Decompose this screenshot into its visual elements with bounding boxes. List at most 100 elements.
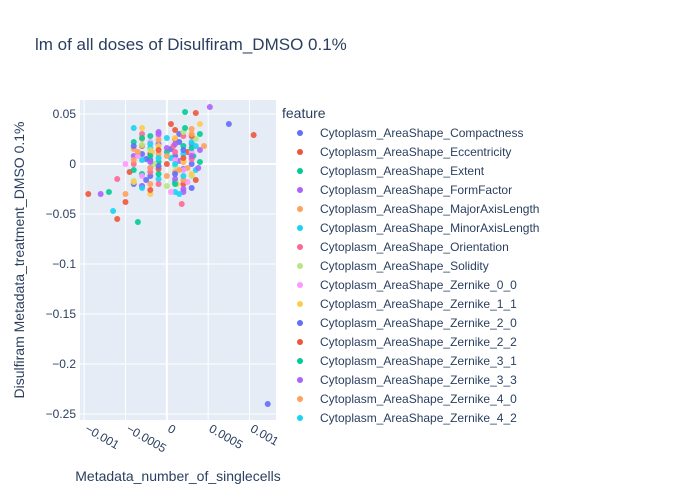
data-point[interactable]	[147, 153, 154, 159]
data-point[interactable]	[155, 155, 162, 161]
legend-item[interactable]: Cytoplasm_AreaShape_Zernike_1_1	[297, 297, 517, 311]
data-point[interactable]	[196, 131, 203, 137]
data-point[interactable]	[139, 142, 146, 148]
data-point[interactable]	[114, 216, 121, 222]
data-point[interactable]	[163, 145, 170, 151]
data-point[interactable]	[134, 219, 141, 225]
legend-item[interactable]: Cytoplasm_AreaShape_Eccentricity	[297, 145, 511, 159]
data-point[interactable]	[188, 126, 195, 132]
data-point[interactable]	[172, 141, 179, 147]
data-point[interactable]	[147, 141, 154, 147]
legend-item[interactable]: Cytoplasm_AreaShape_Zernike_3_3	[297, 373, 517, 387]
data-point[interactable]	[201, 143, 208, 149]
data-point[interactable]	[206, 104, 213, 110]
plot-area[interactable]	[80, 100, 276, 420]
data-point[interactable]	[122, 199, 129, 205]
data-point[interactable]	[172, 161, 179, 167]
data-point[interactable]	[264, 401, 271, 407]
data-point[interactable]	[188, 161, 195, 167]
data-point[interactable]	[180, 167, 187, 173]
data-point[interactable]	[188, 171, 195, 177]
legend-item[interactable]: Cytoplasm_AreaShape_Zernike_4_2	[297, 411, 517, 425]
data-point[interactable]	[163, 153, 170, 159]
data-point[interactable]	[110, 208, 117, 214]
data-point[interactable]	[155, 147, 162, 153]
data-point[interactable]	[172, 176, 179, 182]
data-point[interactable]	[139, 173, 146, 179]
data-point[interactable]	[130, 125, 137, 131]
data-point[interactable]	[139, 125, 146, 131]
data-point[interactable]	[176, 191, 183, 197]
data-point[interactable]	[105, 189, 112, 195]
data-point[interactable]	[139, 185, 146, 191]
legend-item[interactable]: Cytoplasm_AreaShape_Zernike_2_0	[297, 316, 517, 330]
data-point[interactable]	[172, 127, 179, 133]
legend-item[interactable]: Cytoplasm_AreaShape_Zernike_3_1	[297, 354, 517, 368]
data-point[interactable]	[147, 159, 154, 165]
data-point[interactable]	[155, 137, 162, 143]
data-point[interactable]	[143, 177, 150, 183]
data-point[interactable]	[188, 153, 195, 159]
data-point[interactable]	[192, 136, 199, 142]
legend-item[interactable]: Cytoplasm_AreaShape_Extent	[297, 164, 485, 178]
data-point[interactable]	[178, 201, 185, 207]
legend-item[interactable]: Cytoplasm_AreaShape_MajorAxisLength	[297, 202, 539, 216]
data-point[interactable]	[134, 149, 141, 155]
data-point[interactable]	[172, 181, 179, 187]
legend-item[interactable]: Cytoplasm_AreaShape_MinorAxisLength	[297, 221, 539, 235]
data-point[interactable]	[130, 157, 137, 163]
data-point[interactable]	[147, 181, 154, 187]
data-point[interactable]	[139, 135, 146, 141]
data-point[interactable]	[147, 187, 154, 193]
data-point[interactable]	[163, 173, 170, 179]
legend-item[interactable]: Cytoplasm_AreaShape_Zernike_2_2	[297, 335, 517, 349]
legend-item[interactable]: Cytoplasm_AreaShape_FormFactor	[297, 183, 512, 197]
data-point[interactable]	[172, 171, 179, 177]
data-point[interactable]	[192, 143, 199, 149]
data-point[interactable]	[192, 177, 199, 183]
legend-item[interactable]: Cytoplasm_AreaShape_Solidity	[297, 259, 489, 273]
data-point[interactable]	[97, 191, 104, 197]
data-point[interactable]	[196, 121, 203, 127]
data-point[interactable]	[147, 133, 154, 139]
data-point[interactable]	[163, 183, 170, 189]
data-point[interactable]	[122, 191, 129, 197]
data-point[interactable]	[114, 176, 121, 182]
data-point[interactable]	[250, 132, 257, 138]
data-point[interactable]	[188, 139, 195, 145]
legend-item[interactable]: Cytoplasm_AreaShape_Zernike_0_0	[297, 278, 517, 292]
data-point[interactable]	[147, 165, 154, 171]
data-point[interactable]	[195, 165, 202, 171]
data-point[interactable]	[122, 161, 129, 167]
data-point[interactable]	[163, 161, 170, 167]
data-point[interactable]	[155, 181, 162, 187]
data-point[interactable]	[196, 159, 203, 165]
data-point[interactable]	[182, 125, 189, 131]
data-point[interactable]	[225, 121, 232, 127]
data-point[interactable]	[188, 131, 195, 137]
legend-item[interactable]: Cytoplasm_AreaShape_Compactness	[297, 126, 523, 140]
data-point[interactable]	[130, 179, 137, 185]
data-point[interactable]	[172, 149, 179, 155]
data-point[interactable]	[130, 167, 137, 173]
data-point[interactable]	[155, 163, 162, 169]
data-point[interactable]	[180, 155, 187, 161]
data-point[interactable]	[167, 189, 174, 195]
data-point[interactable]	[180, 147, 187, 153]
data-point[interactable]	[167, 121, 174, 127]
legend-item[interactable]: Cytoplasm_AreaShape_Orientation	[297, 240, 509, 254]
data-point[interactable]	[163, 135, 170, 141]
data-point[interactable]	[196, 147, 203, 153]
data-point[interactable]	[172, 135, 179, 141]
legend-item[interactable]: Cytoplasm_AreaShape_Zernike_4_0	[297, 392, 517, 406]
data-point[interactable]	[130, 143, 137, 149]
data-point[interactable]	[176, 167, 183, 173]
data-point[interactable]	[155, 171, 162, 177]
data-point[interactable]	[85, 191, 92, 197]
data-point[interactable]	[188, 185, 195, 191]
data-point[interactable]	[182, 109, 189, 115]
data-point[interactable]	[139, 157, 146, 163]
data-point[interactable]	[155, 176, 162, 182]
data-point[interactable]	[180, 173, 187, 179]
data-point[interactable]	[192, 110, 199, 116]
